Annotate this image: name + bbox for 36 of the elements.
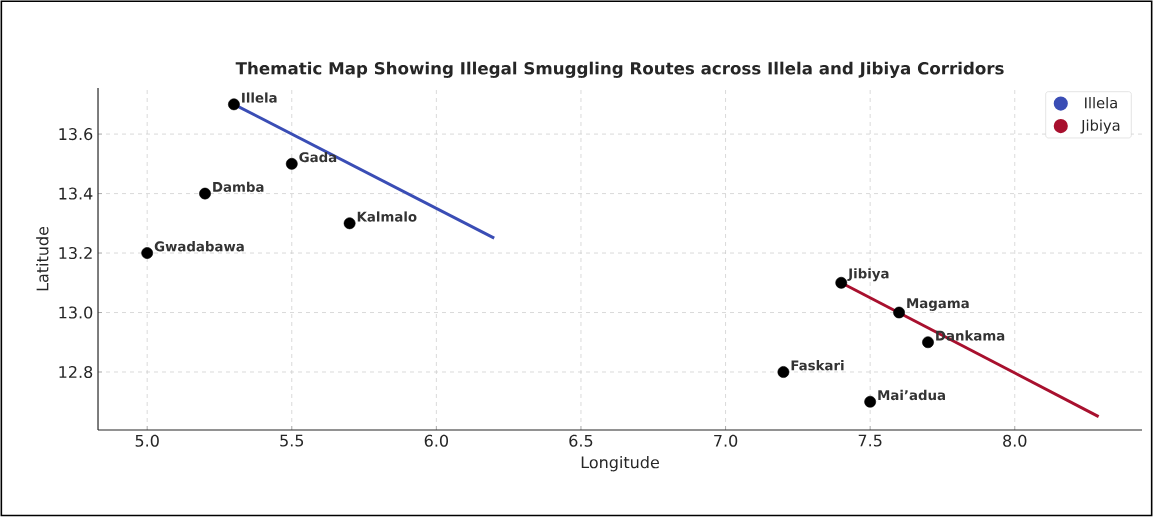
x-tick-label: 6.5 bbox=[569, 434, 593, 447]
legend-label: Illela bbox=[1085, 97, 1117, 109]
x-tick-label: 8.0 bbox=[1003, 434, 1027, 447]
y-tick-label: 13.2 bbox=[59, 246, 92, 260]
y-axis-title: Latitude bbox=[36, 226, 49, 291]
x-axis-title: Longitude bbox=[581, 455, 659, 472]
annotation: Faskari bbox=[791, 360, 844, 371]
chart-title: Thematic Map Showing Illegal Smuggling Routes across Illela and Jibiya Corridors bbox=[235, 61, 1004, 78]
legend-label: Jibiya bbox=[1080, 119, 1120, 134]
point bbox=[199, 187, 211, 200]
x-tick-label: 5.5 bbox=[280, 434, 304, 447]
annotation: Kalmalo bbox=[357, 211, 417, 222]
annotation: Magama bbox=[907, 298, 969, 311]
y-tick-label: 13.4 bbox=[59, 187, 93, 200]
point bbox=[228, 98, 240, 111]
point bbox=[777, 366, 790, 378]
annotation: Gada bbox=[299, 151, 337, 163]
point bbox=[922, 336, 934, 349]
x-tick-label: 5.0 bbox=[135, 434, 159, 447]
annotation: Mai’adua bbox=[878, 389, 945, 401]
annotation: Illela bbox=[242, 92, 277, 103]
y-tick-label: 13.0 bbox=[59, 306, 93, 319]
point bbox=[864, 395, 877, 408]
x-tick-label: 6.0 bbox=[424, 434, 449, 447]
x-tick-label: 7.0 bbox=[714, 434, 738, 447]
y-tick-label: 13.6 bbox=[59, 128, 93, 141]
point bbox=[893, 306, 905, 319]
annotation: Jibiya bbox=[847, 268, 889, 282]
y-tick-label: 12.8 bbox=[59, 365, 93, 379]
annotation: Damba bbox=[213, 181, 264, 192]
annotation: Gwadabawa bbox=[154, 241, 244, 252]
point bbox=[835, 276, 848, 289]
point bbox=[343, 217, 356, 230]
point bbox=[141, 247, 154, 259]
x-tick-label: 7.5 bbox=[858, 434, 882, 447]
point bbox=[285, 157, 298, 170]
